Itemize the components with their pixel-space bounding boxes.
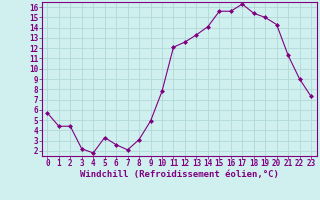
X-axis label: Windchill (Refroidissement éolien,°C): Windchill (Refroidissement éolien,°C) bbox=[80, 170, 279, 179]
